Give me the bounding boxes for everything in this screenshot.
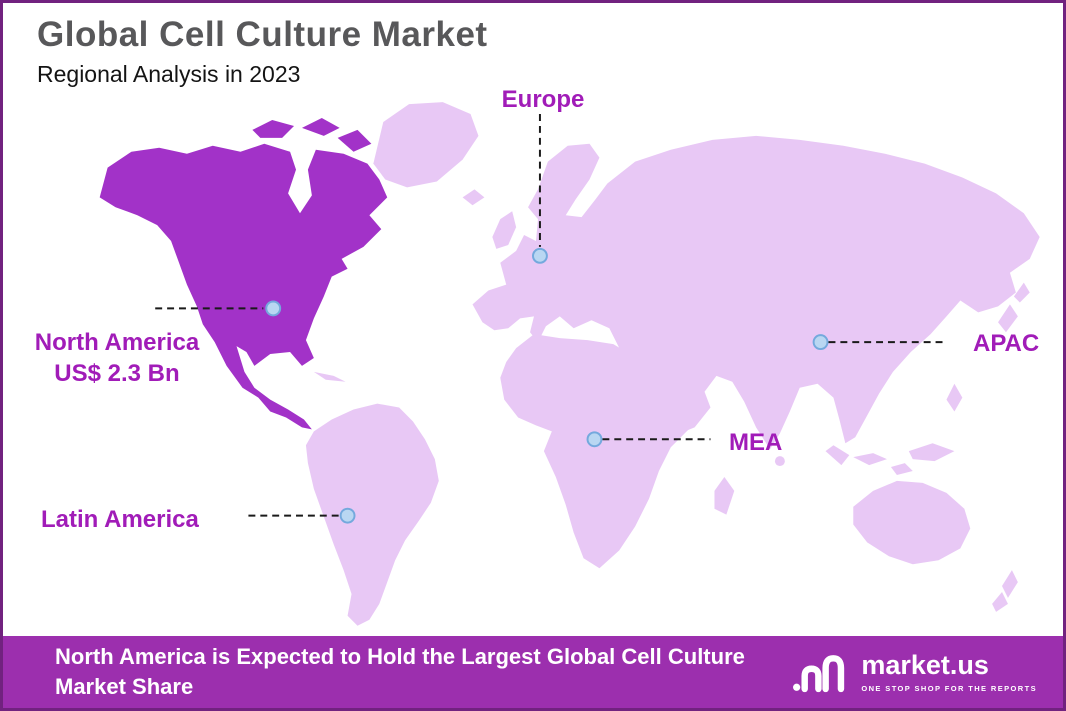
- region-label-north-america: North America US$ 2.3 Bn: [11, 327, 223, 389]
- logo-brand-name: market.us: [861, 649, 989, 680]
- africa-shape: [500, 334, 691, 569]
- world-map: [99, 102, 1040, 626]
- region-markers: [265, 247, 829, 524]
- marker-north-america: [265, 300, 282, 317]
- logo-tagline: ONE STOP SHOP FOR THE REPORTS: [861, 683, 1037, 693]
- japan-shape-1: [998, 304, 1018, 333]
- region-label-apac: APAC: [973, 330, 1040, 357]
- region-label-latin-america: Latin America: [41, 506, 199, 533]
- north-america-shape: [99, 143, 388, 430]
- caribbean-shape: [313, 371, 346, 382]
- page-subtitle: Regional Analysis in 2023: [37, 61, 301, 87]
- highlight-region-north-america: [99, 118, 388, 430]
- japan-shape-2: [1013, 282, 1030, 303]
- region-value-north-america: US$ 2.3 Bn: [54, 360, 180, 388]
- leader-lines: [155, 114, 945, 517]
- header: Global Cell Culture Market Regional Anal…: [37, 15, 488, 88]
- south-america-shape: [305, 403, 439, 626]
- page-title: Global Cell Culture Market: [37, 15, 488, 54]
- madagascar-shape: [714, 476, 735, 515]
- uk-shape: [492, 211, 517, 249]
- sri-lanka-shape: [774, 456, 785, 467]
- marker-latin-america: [339, 507, 356, 524]
- philippines-shape: [946, 383, 963, 412]
- indonesia-shape-1: [825, 445, 850, 466]
- marker-europe: [532, 247, 548, 264]
- banner-headline: North America is Expected to Hold the La…: [55, 644, 745, 699]
- greenland-shape: [373, 102, 479, 188]
- indonesia-shape-2: [853, 453, 887, 466]
- bottom-banner: North America is Expected to Hold the La…: [3, 636, 1063, 708]
- new-guinea-shape: [908, 443, 955, 462]
- logo-text-block: market.us ONE STOP SHOP FOR THE REPORTS: [861, 649, 1037, 693]
- australia-shape: [853, 480, 971, 565]
- marker-mea: [586, 431, 603, 448]
- arctic-island-shape-1: [252, 120, 295, 138]
- eurasia-shape: [472, 135, 1040, 450]
- indonesia-shape-3: [890, 463, 913, 475]
- region-label-europe: Europe: [501, 86, 585, 113]
- arctic-island-shape-3: [337, 129, 372, 152]
- region-label-mea: MEA: [729, 429, 783, 456]
- marketus-logo-icon: [793, 655, 845, 693]
- region-label-north-america-name: North America: [34, 329, 200, 356]
- marker-apac: [812, 334, 829, 351]
- new-zealand-shape-2: [992, 591, 1008, 612]
- arctic-island-shape-2: [301, 118, 340, 136]
- land-regions: [305, 102, 1040, 626]
- new-zealand-shape-1: [1002, 570, 1018, 598]
- marketus-logo: market.us ONE STOP SHOP FOR THE REPORTS: [791, 649, 1037, 695]
- iceland-shape: [462, 189, 485, 206]
